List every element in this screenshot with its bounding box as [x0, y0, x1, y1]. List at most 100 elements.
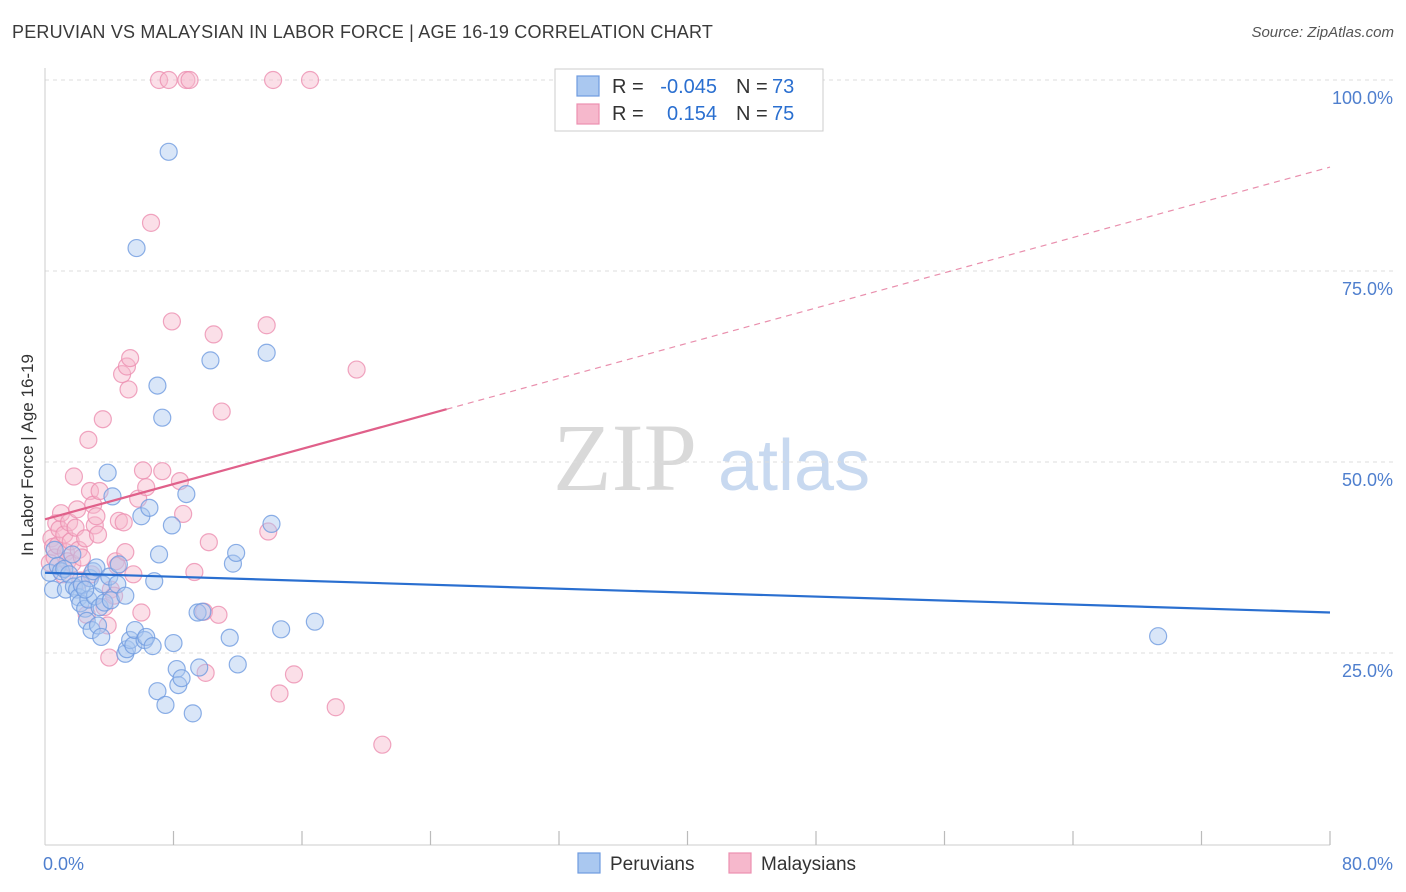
- peruvian-point-50: [156, 695, 175, 715]
- x-tick-label-max: 80.0%: [1342, 854, 1393, 874]
- peruvian-point-27: [98, 463, 117, 482]
- legend-swatch-peruvians: [576, 75, 600, 97]
- malaysian-point-74: [347, 360, 366, 379]
- peruvian-point-39: [127, 238, 146, 258]
- malaysian-point-48: [132, 603, 151, 622]
- data-points: [40, 70, 1168, 754]
- malaysian-point-55: [162, 312, 181, 331]
- peruvian-point-63: [220, 628, 239, 647]
- peruvian-point-65: [227, 543, 246, 563]
- series-legend: Peruvians Malaysians: [577, 852, 856, 875]
- axes: [44, 68, 1331, 846]
- legend-n-value-1: 73: [772, 76, 794, 98]
- peruvian-point-37: [124, 636, 143, 655]
- y-tick-labels: 25.0% 50.0% 75.0% 100.0%: [1332, 88, 1393, 681]
- y-tick-label-25: 25.0%: [1342, 661, 1393, 681]
- peruvian-point-67: [257, 343, 276, 362]
- peruvian-point-1: [43, 580, 63, 599]
- peruvian-point-57: [177, 484, 196, 504]
- peruvian-point-46: [148, 376, 167, 395]
- peruvian-point-32: [109, 555, 128, 574]
- bottom-legend-label-malaysians: Malaysians: [761, 854, 856, 875]
- peruvian-point-54: [167, 659, 186, 679]
- malaysian-point-75: [373, 735, 392, 754]
- source-credit: Source: ZipAtlas.com: [1251, 24, 1394, 41]
- malaysian-point-65: [209, 605, 228, 624]
- legend-box: [554, 68, 824, 132]
- malaysian-point-67: [257, 316, 276, 335]
- peruvian-point-22: [88, 616, 108, 635]
- malaysian-point-57: [174, 504, 193, 524]
- legend-r-label-2: R =: [612, 103, 644, 125]
- legend-n-label-2: N =: [736, 103, 768, 125]
- legend-r-label-1: R =: [612, 76, 644, 98]
- malaysian-point-66: [212, 402, 231, 421]
- correlation-legend: R = -0.045 N = 73 R = 0.154 N = 75: [554, 68, 824, 132]
- peruvian-point-52: [162, 516, 181, 535]
- malaysian-point-63: [199, 533, 218, 552]
- malaysian-point-72: [300, 70, 320, 90]
- peruvian-point-61: [193, 602, 212, 621]
- peruvian-point-71: [1149, 627, 1168, 646]
- watermark-atlas: atlas: [718, 426, 870, 506]
- peruvian-point-43: [140, 498, 159, 517]
- malaysian-point-34: [100, 648, 119, 667]
- malaysian-point-71: [284, 665, 304, 684]
- malaysian-trend-line-extension: [446, 166, 1331, 410]
- peruvian-point-72: [76, 580, 95, 599]
- peruvian-point-29: [101, 591, 120, 610]
- malaysian-point-41: [114, 513, 133, 532]
- malaysian-trend-line: [44, 408, 447, 521]
- bottom-legend-label-peruvians: Peruvians: [610, 854, 695, 875]
- malaysian-point-73: [326, 698, 345, 717]
- malaysian-point-29: [88, 525, 108, 544]
- peruvian-point-53: [164, 633, 183, 653]
- malaysian-point-52: [149, 70, 169, 90]
- malaysian-point-51: [141, 213, 161, 232]
- peruvian-point-66: [228, 655, 247, 674]
- legend-r-value-2: 0.154: [667, 103, 717, 125]
- malaysian-point-70: [270, 684, 289, 703]
- peruvian-point-44: [143, 637, 162, 656]
- bottom-legend-swatch-peruvians: [577, 852, 601, 874]
- legend-swatch-malaysians: [576, 103, 600, 125]
- malaysian-point-44: [119, 380, 138, 399]
- peruvian-point-47: [148, 682, 167, 701]
- peruvian-point-70: [305, 612, 324, 631]
- malaysian-point-23: [79, 430, 98, 449]
- peruvian-point-15: [77, 611, 96, 631]
- malaysian-point-15: [64, 467, 84, 486]
- watermark-zip: ZIP: [553, 404, 697, 511]
- peruvian-point-62: [201, 351, 220, 370]
- peruvian-point-68: [262, 514, 281, 533]
- malaysian-point-24: [80, 481, 100, 501]
- malaysian-point-6: [50, 520, 69, 539]
- peruvian-point-42: [137, 627, 156, 647]
- peruvian-point-8: [63, 545, 82, 564]
- legend-n-label-1: N =: [736, 76, 768, 98]
- peruvian-point-69: [272, 620, 291, 639]
- peruvian-point-49: [153, 408, 172, 427]
- malaysian-point-59: [180, 70, 199, 90]
- y-tick-label-100: 100.0%: [1332, 88, 1393, 108]
- peruvian-point-21: [87, 558, 106, 577]
- malaysian-point-64: [204, 325, 223, 344]
- malaysian-point-53: [153, 462, 172, 481]
- malaysian-point-31: [93, 410, 112, 429]
- malaysian-point-28: [87, 507, 106, 526]
- gridlines: [45, 79, 1395, 654]
- y-tick-label-75: 75.0%: [1342, 279, 1393, 299]
- peruvian-point-25: [93, 575, 112, 594]
- trend-lines: [44, 166, 1331, 614]
- peruvian-point-64: [223, 554, 243, 573]
- peruvian-point-51: [159, 142, 178, 161]
- malaysian-point-54: [159, 70, 178, 90]
- peruvian-point-33: [116, 586, 135, 605]
- peruvian-point-59: [188, 603, 207, 622]
- bottom-legend-swatch-malaysians: [728, 852, 752, 874]
- malaysian-point-45: [121, 348, 140, 368]
- y-axis-label: In Labor Force | Age 16-19: [18, 354, 37, 556]
- peruvian-point-60: [190, 658, 209, 677]
- peruvian-point-2: [45, 540, 64, 559]
